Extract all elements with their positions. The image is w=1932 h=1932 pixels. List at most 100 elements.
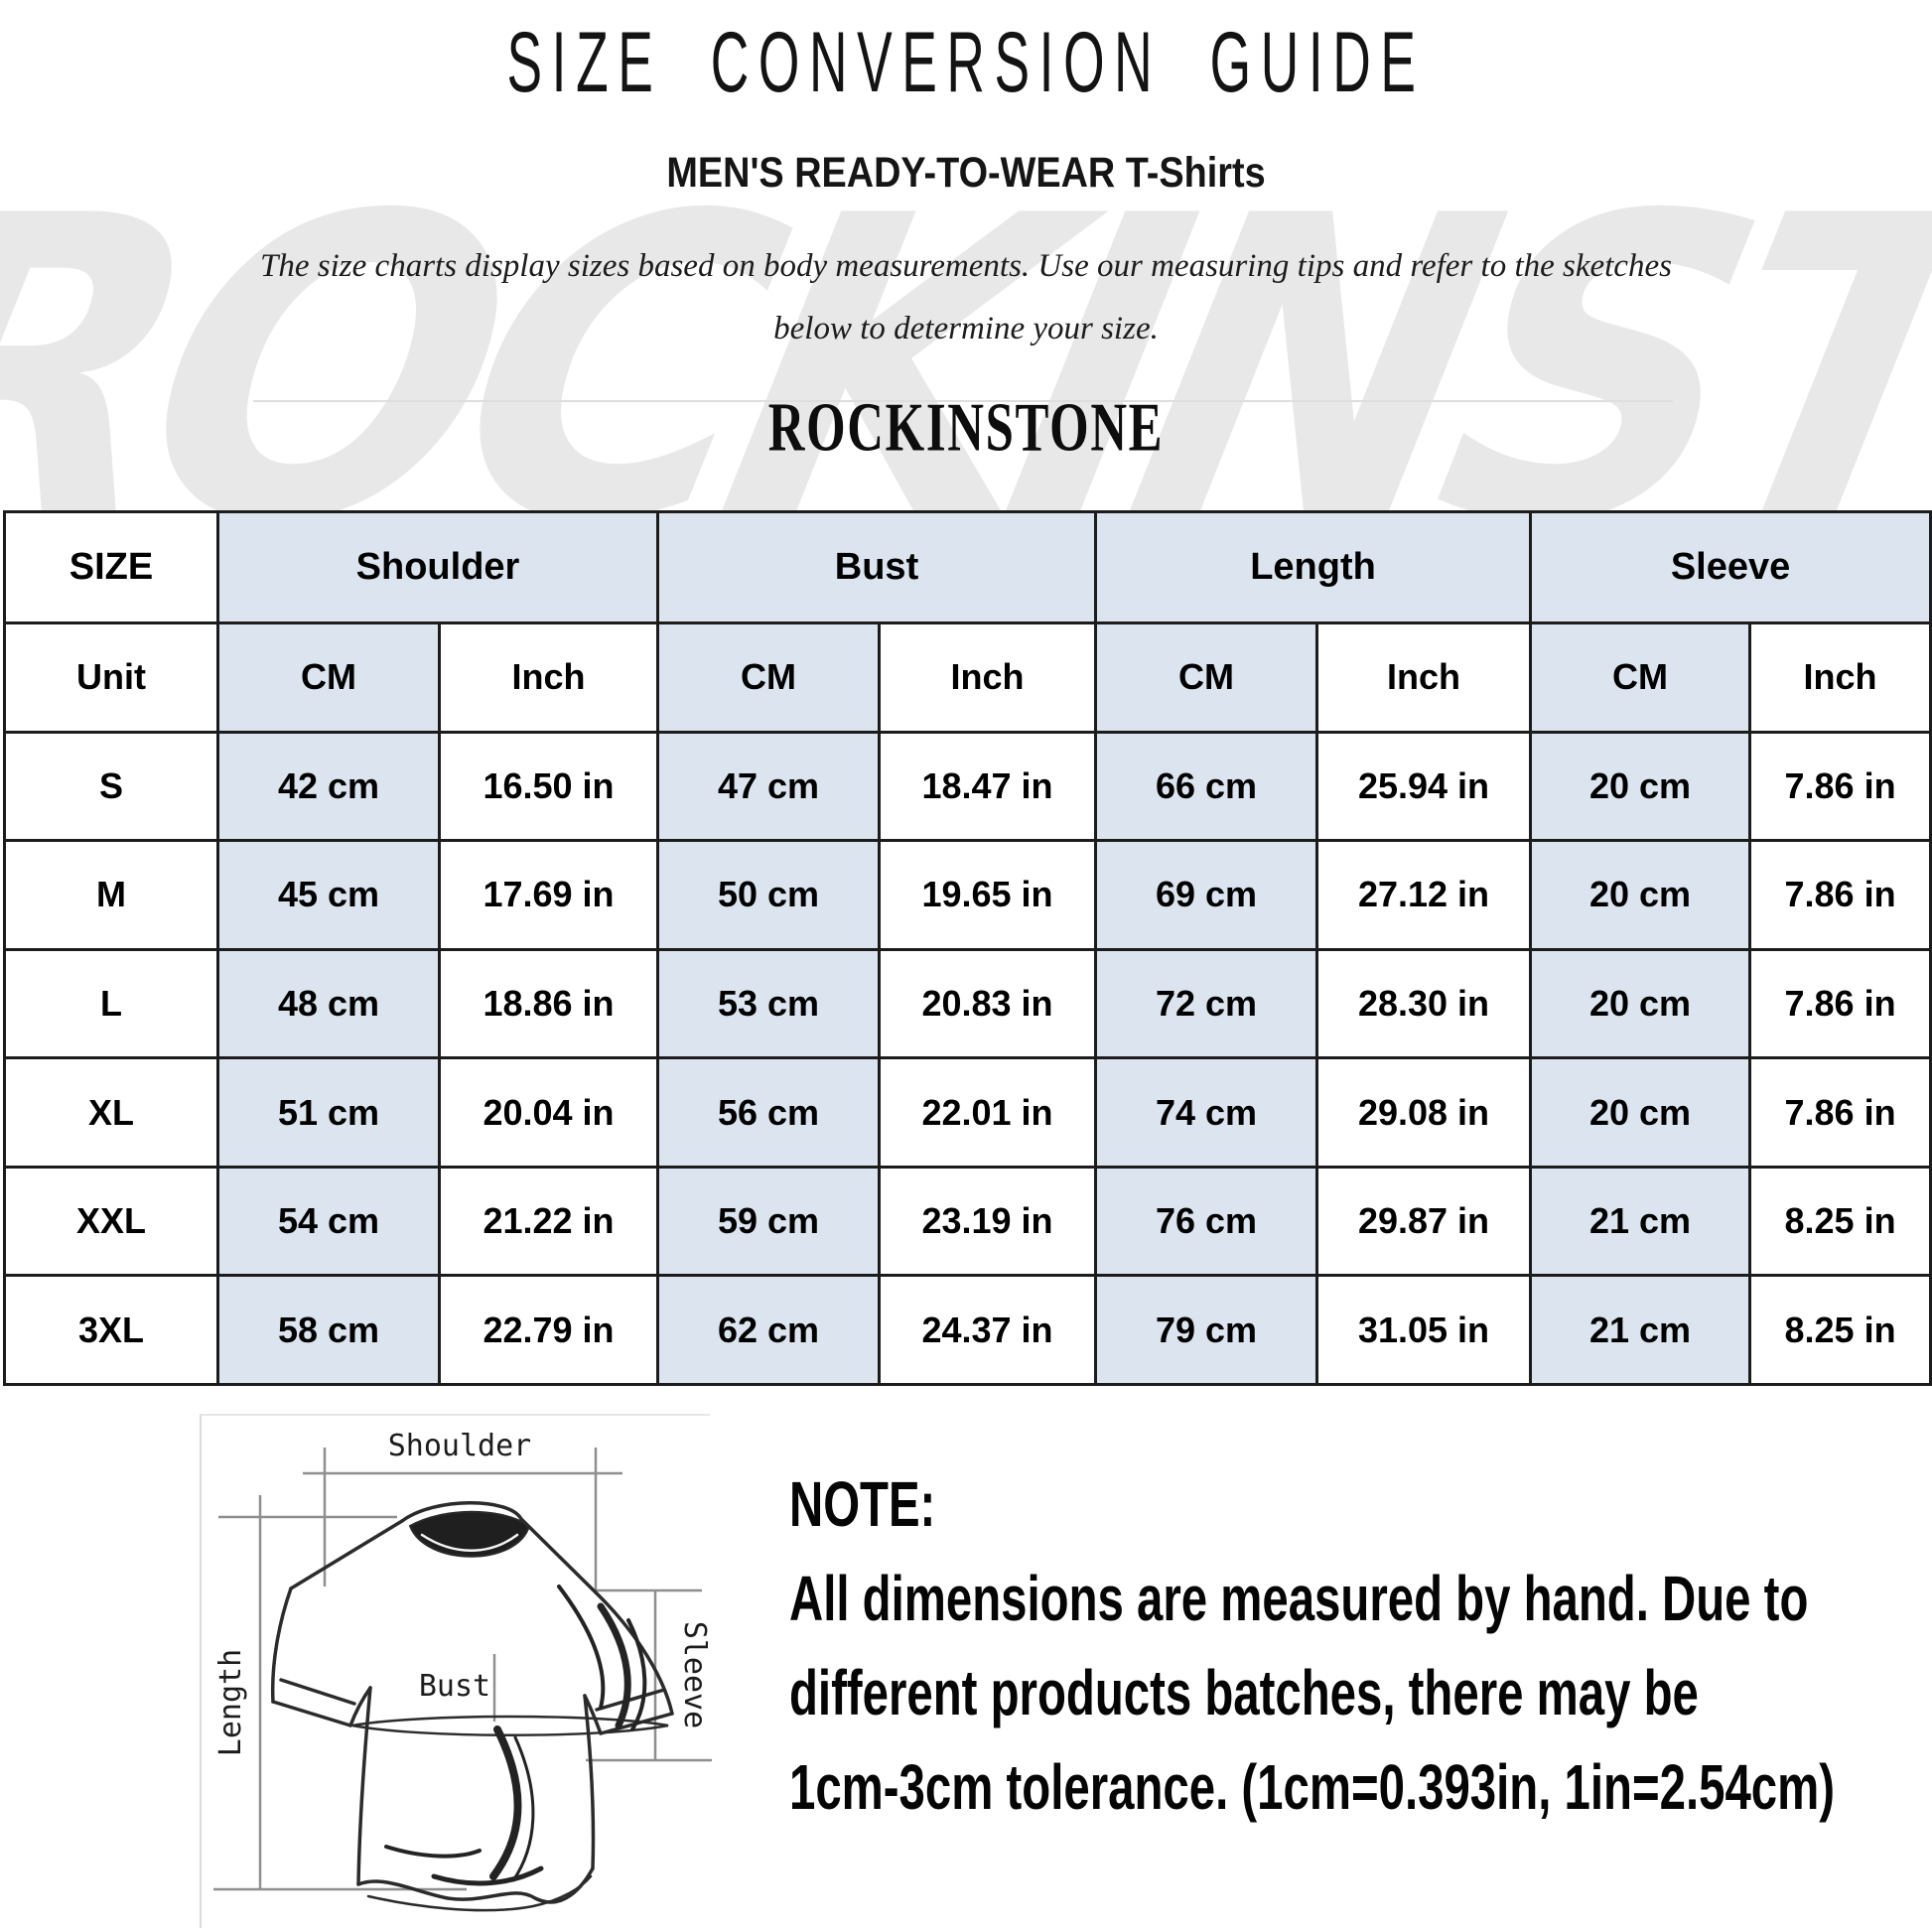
- group-header-length: Length: [1094, 510, 1533, 624]
- bust-label: Bust: [419, 1669, 490, 1704]
- shoulder-label: Shoulder: [388, 1429, 532, 1463]
- table-unit-row: Unit CM Inch CM Inch CM Inch CM Inch: [3, 621, 1932, 734]
- value-cell: 29.87 in: [1315, 1165, 1533, 1278]
- group-header-shoulder: Shoulder: [216, 510, 659, 624]
- size-cell: S: [3, 730, 219, 843]
- size-cell: XL: [3, 1056, 219, 1169]
- note-line: different products batches, there may be: [789, 1657, 1699, 1728]
- table-row-s: S 42 cm 16.50 in 47 cm 18.47 in 66 cm 25…: [3, 730, 1932, 843]
- intro-line-2: below to determine your size.: [773, 311, 1159, 346]
- size-cell: 3XL: [3, 1274, 219, 1386]
- value-cell: 20.04 in: [438, 1056, 659, 1169]
- value-cell: 54 cm: [216, 1165, 441, 1278]
- table-row-3xl: 3XL 58 cm 22.79 in 62 cm 24.37 in 79 cm …: [3, 1274, 1932, 1386]
- value-cell: 21 cm: [1529, 1165, 1752, 1278]
- length-label: Length: [213, 1649, 248, 1756]
- sleeve-label: Sleeve: [677, 1621, 712, 1728]
- intro-text: The size charts display sizes based on b…: [0, 248, 1932, 347]
- value-cell: 7.86 in: [1748, 1056, 1932, 1169]
- value-cell: 22.01 in: [877, 1056, 1098, 1169]
- value-cell: 20.83 in: [877, 947, 1098, 1060]
- value-cell: 74 cm: [1094, 1056, 1319, 1169]
- value-cell: 18.47 in: [877, 730, 1098, 843]
- value-cell: 7.86 in: [1748, 947, 1932, 1060]
- value-cell: 53 cm: [656, 947, 881, 1060]
- value-cell: 47 cm: [656, 730, 881, 843]
- value-cell: 31.05 in: [1315, 1274, 1533, 1386]
- value-cell: 19.65 in: [877, 839, 1098, 951]
- diagram-labels: Shoulder Bust Length Sleeve: [213, 1429, 712, 1756]
- unit-cell: CM: [1529, 621, 1752, 734]
- value-cell: 8.25 in: [1748, 1165, 1932, 1278]
- unit-cell: Inch: [877, 621, 1098, 734]
- value-cell: 25.94 in: [1315, 730, 1533, 843]
- size-cell: XXL: [3, 1165, 219, 1278]
- note-heading: NOTE:: [789, 1468, 936, 1540]
- value-cell: 42 cm: [216, 730, 441, 843]
- value-cell: 20 cm: [1529, 1056, 1752, 1169]
- value-cell: 20 cm: [1529, 947, 1752, 1060]
- brand-divider-line: [253, 400, 1673, 402]
- value-cell: 45 cm: [216, 839, 441, 951]
- value-cell: 21 cm: [1529, 1274, 1752, 1386]
- unit-cell: Inch: [438, 621, 659, 734]
- unit-label-cell: Unit: [3, 621, 219, 734]
- size-conversion-table: SIZE Shoulder Bust Length Sleeve Unit CM…: [3, 510, 1932, 1386]
- page-subtitle: MEN'S READY-TO-WEAR T-Shirts: [116, 149, 1816, 198]
- group-header-sleeve: Sleeve: [1529, 510, 1932, 624]
- brand-name: ROCKINSTONE: [767, 390, 1165, 467]
- unit-cell: CM: [656, 621, 881, 734]
- value-cell: 56 cm: [656, 1056, 881, 1169]
- value-cell: 66 cm: [1094, 730, 1319, 843]
- value-cell: 27.12 in: [1315, 839, 1533, 951]
- value-cell: 58 cm: [216, 1274, 441, 1386]
- tshirt-sketch: Shoulder Bust Length Sleeve: [200, 1414, 712, 1928]
- value-cell: 51 cm: [216, 1056, 441, 1169]
- unit-cell: Inch: [1748, 621, 1932, 734]
- table-row-xxl: XXL 54 cm 21.22 in 59 cm 23.19 in 76 cm …: [3, 1165, 1932, 1278]
- unit-cell: CM: [216, 621, 441, 734]
- note-block: NOTE: All dimensions are measured by han…: [789, 1457, 1891, 1835]
- subtitle-suffix: T-Shirts: [1125, 149, 1266, 197]
- value-cell: 16.50 in: [438, 730, 659, 843]
- measurement-lines: [213, 1448, 712, 1891]
- tshirt-outline: [270, 1501, 674, 1912]
- intro-line-1: The size charts display sizes based on b…: [260, 248, 1672, 284]
- table-row-l: L 48 cm 18.86 in 53 cm 20.83 in 72 cm 28…: [3, 947, 1932, 1060]
- note-line: 1cm-3cm tolerance. (1cm=0.393in, 1in=2.5…: [789, 1751, 1836, 1823]
- value-cell: 20 cm: [1529, 730, 1752, 843]
- value-cell: 48 cm: [216, 947, 441, 1060]
- value-cell: 72 cm: [1094, 947, 1319, 1060]
- table-row-m: M 45 cm 17.69 in 50 cm 19.65 in 69 cm 27…: [3, 839, 1932, 951]
- value-cell: 21.22 in: [438, 1165, 659, 1278]
- unit-cell: CM: [1094, 621, 1319, 734]
- value-cell: 24.37 in: [877, 1274, 1098, 1386]
- value-cell: 29.08 in: [1315, 1056, 1533, 1169]
- subtitle-main: MEN'S READY-TO-WEAR: [666, 149, 1116, 197]
- value-cell: 28.30 in: [1315, 947, 1533, 1060]
- value-cell: 22.79 in: [438, 1274, 659, 1386]
- value-cell: 76 cm: [1094, 1165, 1319, 1278]
- unit-cell: Inch: [1315, 621, 1533, 734]
- note-line: All dimensions are measured by hand. Due…: [789, 1563, 1809, 1634]
- size-cell: M: [3, 839, 219, 951]
- table-row-xl: XL 51 cm 20.04 in 56 cm 22.01 in 74 cm 2…: [3, 1056, 1932, 1169]
- table-header-row: SIZE Shoulder Bust Length Sleeve: [3, 510, 1932, 624]
- value-cell: 62 cm: [656, 1274, 881, 1386]
- value-cell: 59 cm: [656, 1165, 881, 1278]
- value-cell: 7.86 in: [1748, 839, 1932, 951]
- value-cell: 17.69 in: [438, 839, 659, 951]
- tshirt-measurement-diagram: Shoulder Bust Length Sleeve: [184, 1410, 779, 1932]
- size-cell: L: [3, 947, 219, 1060]
- value-cell: 7.86 in: [1748, 730, 1932, 843]
- value-cell: 18.86 in: [438, 947, 659, 1060]
- value-cell: 50 cm: [656, 839, 881, 951]
- value-cell: 23.19 in: [877, 1165, 1098, 1278]
- value-cell: 8.25 in: [1748, 1274, 1932, 1386]
- value-cell: 79 cm: [1094, 1274, 1319, 1386]
- page-title: SIZE CONVERSION GUIDE: [506, 15, 1426, 110]
- size-column-header: SIZE: [3, 510, 219, 624]
- value-cell: 20 cm: [1529, 839, 1752, 951]
- value-cell: 69 cm: [1094, 839, 1319, 951]
